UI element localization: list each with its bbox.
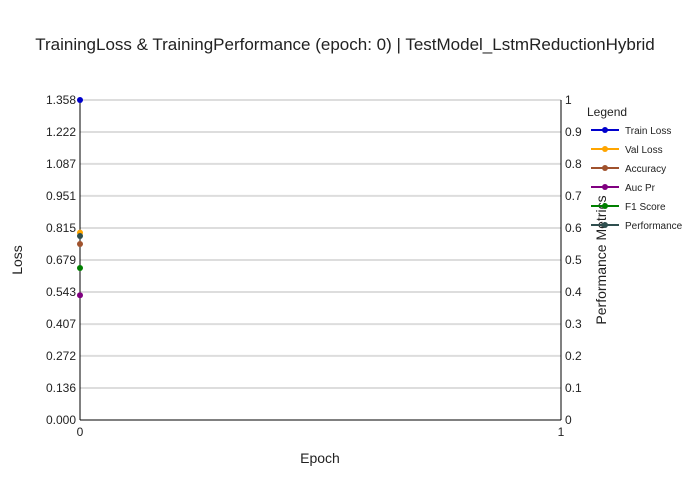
legend-title: Legend xyxy=(587,105,627,119)
legend-marker-accuracy xyxy=(602,165,608,171)
data-point-performance xyxy=(77,233,83,239)
y-left-tick-label: 0.951 xyxy=(46,189,76,203)
legend-marker-performance xyxy=(602,222,608,228)
data-point-train-loss xyxy=(77,97,83,103)
axes: 0.000 0.136 0.272 0.407 0.543 0.679 0.815 0.951… xyxy=(46,93,582,439)
legend-label-val-loss: Val Loss xyxy=(625,145,663,156)
chart-title: TrainingLoss & TrainingPerformance (epoc… xyxy=(35,35,655,54)
y-right-tick-label: 0.1 xyxy=(565,381,582,395)
y-left-tick-label: 0.543 xyxy=(46,285,76,299)
y-left-tick-label: 0.000 xyxy=(46,413,76,427)
y-right-tick-label: 0.4 xyxy=(565,285,582,299)
y-left-tick-label: 0.407 xyxy=(46,317,76,331)
legend-marker-val-loss xyxy=(602,146,608,152)
y-right-tick-label: 0.8 xyxy=(565,157,582,171)
y-left-tick-label: 0.272 xyxy=(46,349,76,363)
series-layer xyxy=(77,97,83,299)
y-right-axis-title: Performance Metrics xyxy=(593,195,609,324)
y-left-tick-label: 1.087 xyxy=(46,157,76,171)
legend-marker-f1-score xyxy=(602,203,608,209)
y-left-tick-label: 0.136 xyxy=(46,381,76,395)
data-point-f1-score xyxy=(77,265,83,271)
legend-label-accuracy: Accuracy xyxy=(625,164,666,175)
y-left-tick-label: 1.222 xyxy=(46,125,76,139)
y-right-tick-label: 1 xyxy=(565,93,572,107)
y-right-tick-label: 0.6 xyxy=(565,221,582,235)
y-left-tick-label: 0.679 xyxy=(46,253,76,267)
x-axis-title: Epoch xyxy=(300,450,340,466)
data-point-accuracy xyxy=(77,241,83,247)
legend-label-f1-score: F1 Score xyxy=(625,202,666,213)
data-point-auc-pr xyxy=(77,292,83,299)
y-left-tick-label: 1.358 xyxy=(46,93,76,107)
x-tick-label: 1 xyxy=(558,425,565,439)
legend-marker-auc-pr xyxy=(602,184,608,190)
y-left-tick-label: 0.815 xyxy=(46,221,76,235)
x-tick-label: 0 xyxy=(77,425,84,439)
y-right-tick-label: 0.7 xyxy=(565,189,582,203)
y-right-tick-label: 0.2 xyxy=(565,349,582,363)
y-right-tick-label: 0.9 xyxy=(565,125,582,139)
legend-label-performance: Performance xyxy=(625,221,683,232)
legend-label-auc-pr: Auc Pr xyxy=(625,183,656,194)
legend-label-train-loss: Train Loss xyxy=(625,126,671,137)
y-right-tick-label: 0.5 xyxy=(565,253,582,267)
y-right-tick-label: 0.3 xyxy=(565,317,582,331)
grid-lines xyxy=(80,99,561,389)
legend: Legend Train Loss Val Loss Accuracy Auc Pr F… xyxy=(587,105,683,232)
y-right-tick-label: 0 xyxy=(565,413,572,427)
y-left-axis-title: Loss xyxy=(9,245,25,275)
legend-marker-train-loss xyxy=(602,127,608,133)
